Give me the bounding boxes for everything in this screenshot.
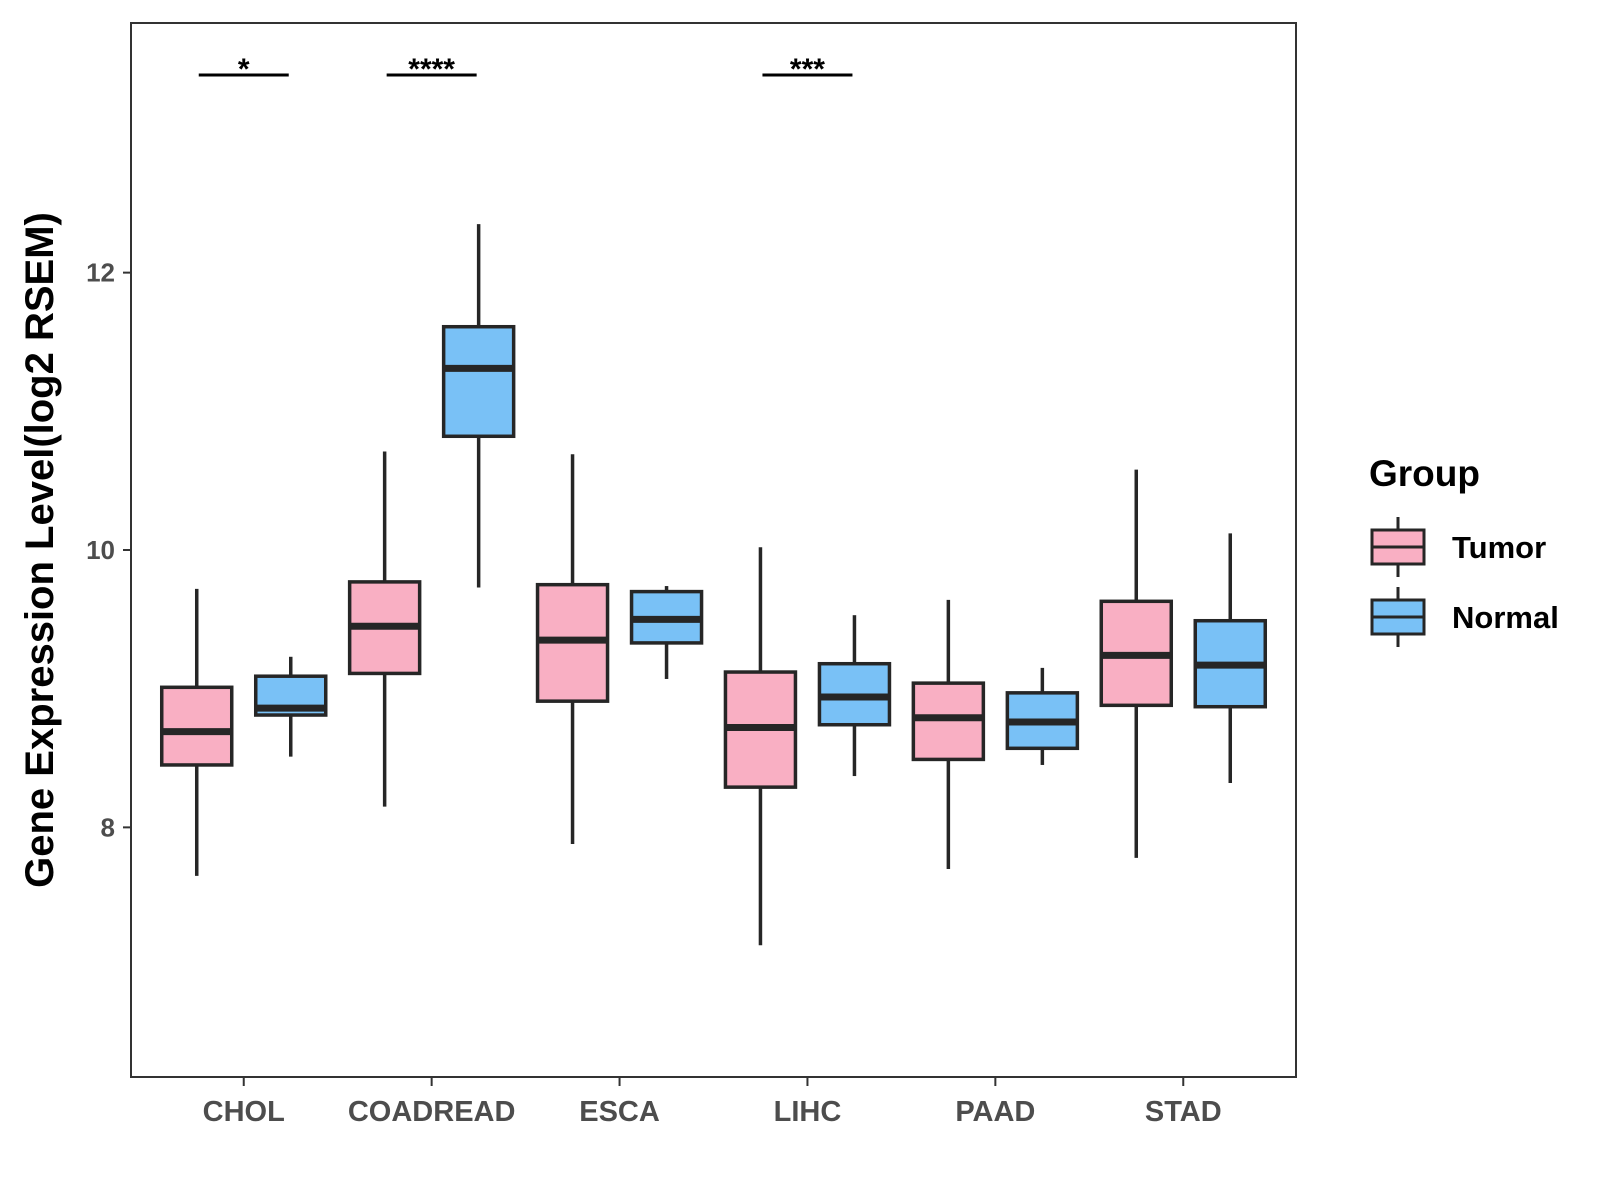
y-tick-label: 8 <box>101 812 115 842</box>
legend-label: Normal <box>1452 600 1559 635</box>
box-tumor-esca <box>535 454 610 845</box>
legend-title: Group <box>1369 453 1480 494</box>
box-tumor-paad <box>911 599 986 869</box>
box-tumor-chol <box>159 588 234 876</box>
box-tumor-stad <box>1099 469 1174 858</box>
x-tick-label: ESCA <box>579 1096 660 1128</box>
significance-label: **** <box>408 53 455 86</box>
box-normal-paad <box>1005 667 1080 765</box>
x-tick-label: CHOL <box>203 1096 285 1128</box>
significance-label: *** <box>790 53 825 86</box>
x-tick-label: LIHC <box>774 1096 842 1128</box>
box-normal-coadread <box>441 224 516 588</box>
box-normal-chol <box>253 656 328 757</box>
box-tumor-lihc <box>723 547 798 946</box>
plot-panel <box>130 22 1297 1078</box>
y-tick-label: 12 <box>86 258 115 288</box>
y-tick-label: 10 <box>86 535 115 565</box>
box-iqr <box>441 324 516 439</box>
x-tick-label: STAD <box>1145 1096 1222 1128</box>
box-normal-lihc <box>817 615 892 777</box>
y-axis-title: Gene Expression Level(log2 RSEM) <box>18 212 62 888</box>
box-normal-stad <box>1193 533 1268 783</box>
box-normal-esca <box>629 586 704 679</box>
box-tumor-coadread <box>347 451 422 807</box>
x-tick-label: COADREAD <box>348 1096 516 1128</box>
box-iqr <box>159 685 234 767</box>
legend-label: Tumor <box>1452 530 1546 565</box>
x-tick-label: PAAD <box>955 1096 1035 1128</box>
significance-label: * <box>238 53 250 86</box>
